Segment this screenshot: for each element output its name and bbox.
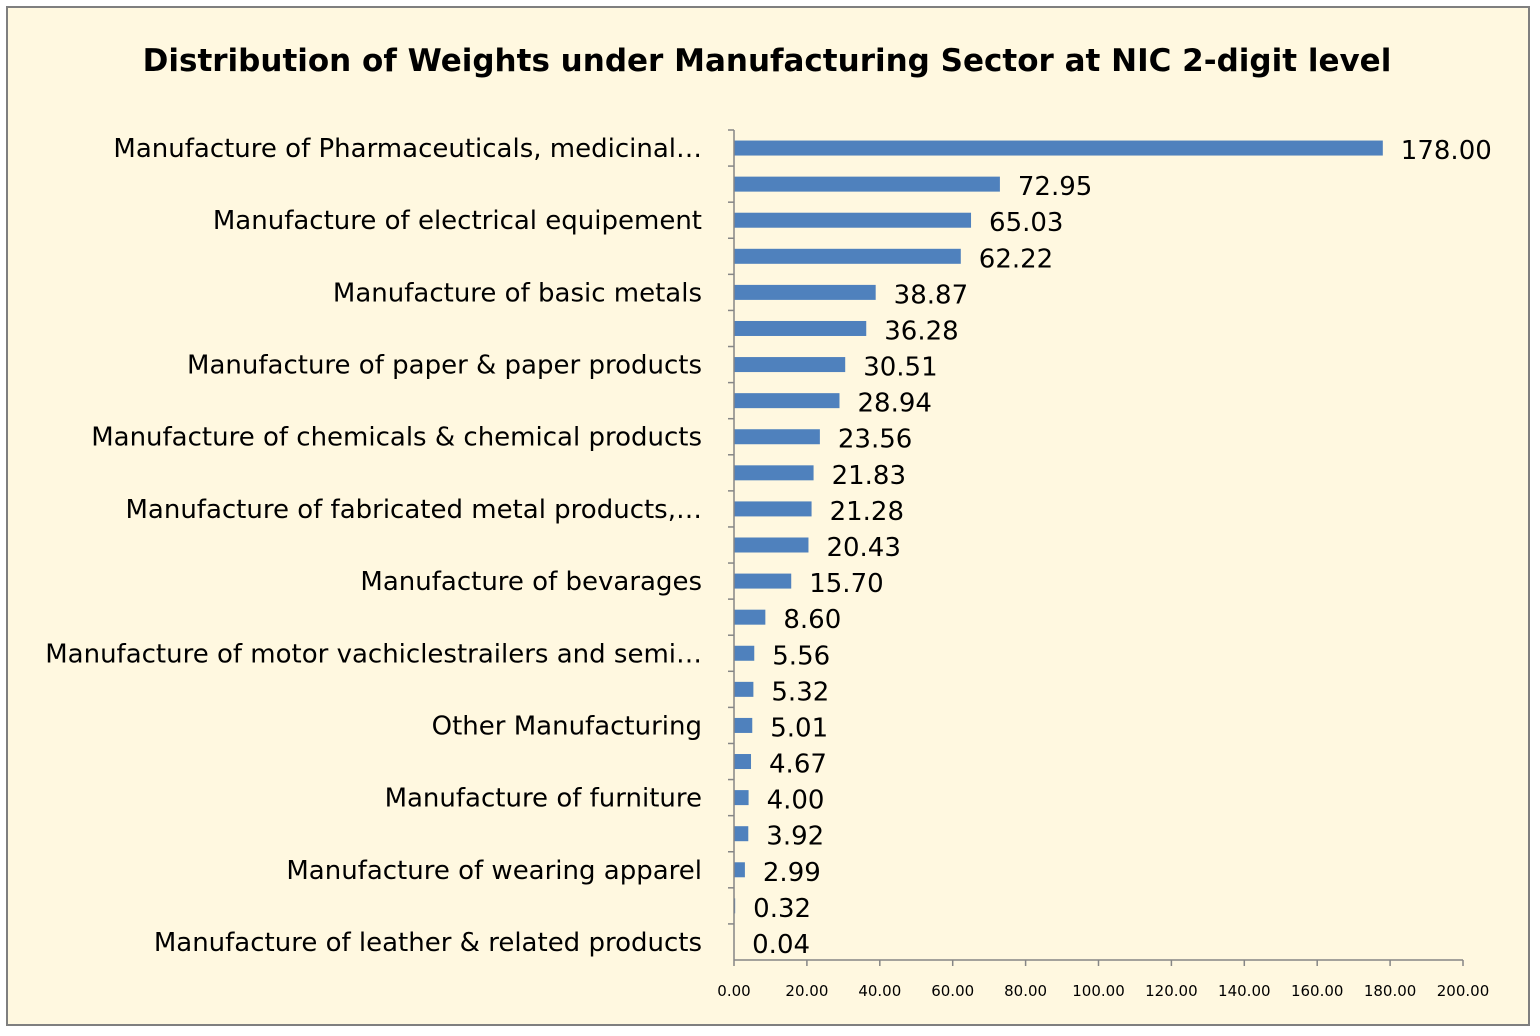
x-tick-label: 80.00 [1004,982,1047,1000]
bar [734,357,846,373]
bar [734,393,840,409]
value-label: 8.60 [783,605,841,635]
category-label: Manufacture of motor vachiclestrailers a… [45,639,702,669]
value-label: 21.83 [832,461,906,491]
bar [734,754,752,770]
bar [734,826,749,842]
value-label: 38.87 [894,280,968,310]
bar [734,140,1383,156]
bar [734,717,753,733]
x-tick-label: 200.00 [1437,982,1490,1000]
bar [734,681,754,697]
value-label: 28.94 [857,389,931,419]
category-label: Manufacture of Pharmaceuticals, medicina… [113,134,702,164]
category-label: Manufacture of wearing apparel [286,856,702,886]
x-tick-label: 120.00 [1145,982,1198,1000]
value-label: 0.04 [752,930,810,960]
value-label: 36.28 [884,316,958,346]
bar [734,284,876,300]
value-label: 30.51 [863,353,937,383]
value-label: 23.56 [838,425,912,455]
x-tick-label: 180.00 [1364,982,1417,1000]
x-tick-label: 40.00 [858,982,901,1000]
category-label: Manufacture of bevarages [360,567,702,597]
value-label: 5.32 [771,677,829,707]
x-tick-label: 60.00 [931,982,974,1000]
value-label: 72.95 [1018,172,1092,202]
bar [734,609,766,625]
bar [734,537,809,553]
category-label: Manufacture of paper & paper products [187,351,702,381]
bar [734,429,820,445]
category-label: Other Manufacturing [432,711,702,741]
category-label: Manufacture of leather & related product… [154,928,702,958]
bar [734,862,745,878]
value-label: 20.43 [826,533,900,563]
x-tick-label: 140.00 [1218,982,1271,1000]
value-label: 0.32 [753,894,811,924]
category-label: Manufacture of chemicals & chemical prod… [91,423,702,453]
bar [734,320,867,336]
bars-layer [734,140,1383,950]
value-label: 62.22 [979,244,1053,274]
x-tick-label: 100.00 [1072,982,1125,1000]
bar [734,212,972,228]
bar [734,501,812,517]
value-label: 4.00 [767,786,825,816]
bar [734,573,792,589]
value-label: 65.03 [989,208,1063,238]
value-label: 4.67 [769,750,827,780]
bar [734,465,814,481]
value-label: 15.70 [809,569,883,599]
value-label: 21.28 [830,497,904,527]
value-label: 2.99 [763,858,821,888]
value-label: 3.92 [766,822,824,852]
x-tick-label: 0.00 [717,982,750,1000]
category-labels: Manufacture of Pharmaceuticals, medicina… [45,134,702,958]
bar [734,790,749,806]
chart-title: Distribution of Weights under Manufactur… [143,43,1392,79]
x-tick-label: 20.00 [785,982,828,1000]
bar [734,645,755,661]
category-label: Manufacture of electrical equipement [213,206,702,236]
category-label: Manufacture of furniture [385,784,702,814]
value-labels: 178.00 72.95 65.03 62.22 38.87 36.28 30.51 28.9… [752,136,1492,960]
axes: 0.00 20.00 40.00 60.00 80.00 100.00 120.00 140.… [717,129,1490,1000]
x-tick-label: 160.00 [1291,982,1344,1000]
value-label: 178.00 [1401,136,1492,166]
value-label: 5.01 [770,713,828,743]
bar [734,248,961,264]
value-label: 5.56 [772,641,830,671]
category-label: Manufacture of basic metals [333,278,702,308]
category-label: Manufacture of fabricated metal products… [125,495,702,525]
bar [734,176,1000,192]
